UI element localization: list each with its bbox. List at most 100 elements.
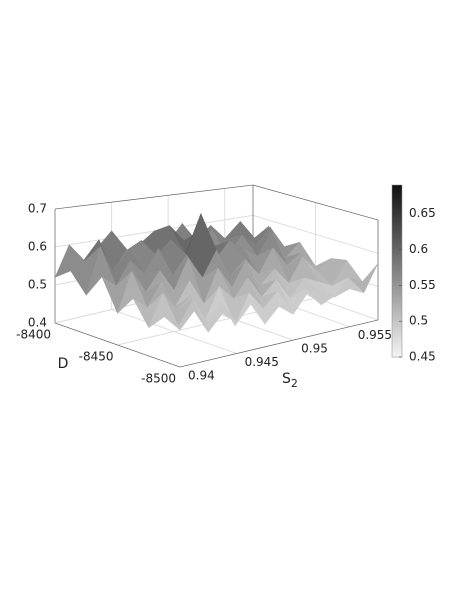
- colorbar-segment: [392, 215, 402, 218]
- colorbar-segment: [392, 323, 402, 326]
- colorbar-segment: [392, 221, 402, 224]
- colorbar-frame: [391, 184, 403, 358]
- colorbar-segment: [392, 333, 402, 336]
- colorbar-segment: [392, 227, 402, 230]
- x-tick-label: 0.94: [188, 369, 215, 383]
- colorbar-segment: [392, 267, 402, 270]
- colorbar-segment: [392, 311, 402, 314]
- colorbar-segment: [392, 255, 402, 258]
- colorbar-segment: [392, 327, 402, 330]
- colorbar-segment: [392, 331, 402, 334]
- colorbar-segment: [392, 253, 402, 256]
- colorbar-segment: [392, 195, 402, 198]
- box-edge: [252, 184, 379, 221]
- colorbar-segment: [392, 329, 402, 332]
- z-tick-label: 0.6: [28, 240, 47, 254]
- colorbar-tick-label: 0.5: [409, 314, 428, 328]
- colorbar-tick-label: 0.55: [409, 278, 436, 292]
- colorbar-segment: [392, 339, 402, 342]
- colorbar-segment: [392, 205, 402, 208]
- x-axis-label-main: S: [282, 371, 291, 387]
- colorbar-segment: [392, 319, 402, 322]
- colorbar-segment: [392, 257, 402, 260]
- y-axis-label: D: [58, 356, 69, 372]
- colorbar-segment: [392, 349, 402, 352]
- grid-line: [252, 214, 379, 254]
- colorbar-segment: [392, 343, 402, 346]
- colorbar-segment: [392, 233, 402, 236]
- z-tick-label: 0.7: [28, 202, 47, 216]
- colorbar-segment: [392, 261, 402, 264]
- colorbar-segment: [392, 335, 402, 338]
- colorbar-segment: [392, 241, 402, 244]
- colorbar-segment: [392, 289, 402, 292]
- colorbar-segment: [392, 315, 402, 318]
- colorbar-segment: [392, 295, 402, 298]
- x-tick-label: 0.945: [245, 355, 279, 369]
- colorbar-segment: [392, 355, 402, 358]
- z-tick-label: 0.5: [28, 278, 47, 292]
- colorbar-segment: [392, 291, 402, 294]
- colorbar-segment: [392, 237, 402, 240]
- colorbar-segment: [392, 265, 402, 268]
- colorbar-segment: [392, 287, 402, 290]
- x-tick-label: 0.95: [301, 342, 328, 356]
- colorbar-segment: [392, 341, 402, 344]
- colorbar-segment: [392, 231, 402, 234]
- colorbar-segment: [392, 187, 402, 190]
- colorbar-segment: [392, 317, 402, 320]
- y-tick-label: -8450: [79, 350, 114, 364]
- colorbar-segment: [392, 275, 402, 278]
- colorbar-segment: [392, 345, 402, 348]
- colorbar-segment: [392, 303, 402, 306]
- colorbar-segment: [392, 285, 402, 288]
- y-tick-label: -8500: [141, 372, 176, 386]
- colorbar-segment: [392, 197, 402, 200]
- colorbar-segment: [392, 209, 402, 212]
- colorbar-segment: [392, 325, 402, 328]
- x-axis-label-sub: 2: [291, 377, 298, 390]
- colorbar-segment: [392, 263, 402, 266]
- colorbar-segment: [392, 249, 402, 252]
- colorbar-segment: [392, 277, 402, 280]
- colorbar-segment: [392, 353, 402, 356]
- colorbar-segment: [392, 235, 402, 238]
- colorbar-segment: [392, 309, 402, 312]
- box-edge: [54, 184, 254, 210]
- colorbar-segment: [392, 219, 402, 222]
- colorbar-segment: [392, 185, 402, 188]
- colorbar-segment: [392, 283, 402, 286]
- colorbar-segment: [392, 247, 402, 250]
- colorbar-segment: [392, 229, 402, 232]
- z-tick-label: 0.4: [28, 316, 47, 330]
- colorbar-segment: [392, 321, 402, 324]
- colorbar-tick-label: 0.65: [409, 206, 436, 220]
- colorbar-segment: [392, 259, 402, 262]
- colorbar-segment: [392, 293, 402, 296]
- colorbar-segment: [392, 213, 402, 216]
- colorbar-segment: [392, 191, 402, 194]
- colorbar-segment: [392, 223, 402, 226]
- colorbar-tick-label: 0.6: [409, 242, 428, 256]
- colorbar-segment: [392, 281, 402, 284]
- colorbar-segment: [392, 243, 402, 246]
- colorbar-segment: [392, 245, 402, 248]
- colorbar-segment: [392, 189, 402, 192]
- colorbar-segment: [392, 251, 402, 254]
- colorbar-segment: [392, 271, 402, 274]
- axis-line: [54, 322, 181, 368]
- colorbar-segment: [392, 313, 402, 316]
- colorbar-segment: [392, 347, 402, 350]
- x-tick-label: 0.955: [358, 328, 392, 342]
- colorbar-segment: [392, 273, 402, 276]
- colorbar-segment: [392, 305, 402, 308]
- colorbar-segment: [392, 225, 402, 228]
- colorbar-segment: [392, 217, 402, 220]
- colorbar-segment: [392, 199, 402, 202]
- colorbar-segment: [392, 207, 402, 210]
- colorbar-segment: [392, 193, 402, 196]
- axis-line: [179, 319, 379, 368]
- colorbar-segment: [392, 301, 402, 304]
- colorbar-segment: [392, 299, 402, 302]
